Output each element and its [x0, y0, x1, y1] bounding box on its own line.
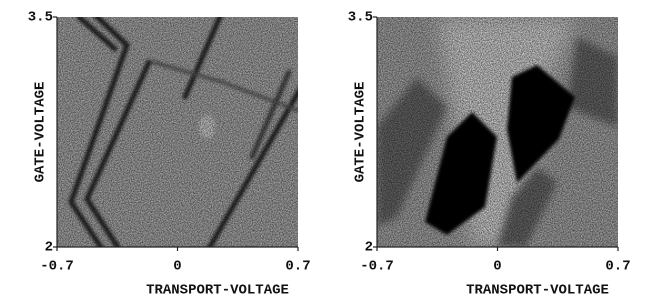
x-axis-label: TRANSPORT-VOLTAGE: [466, 283, 609, 299]
x-tick-label: 0: [173, 259, 181, 275]
x-tick-label: 0.7: [605, 259, 630, 275]
x-tick-label: 0.7: [285, 259, 310, 275]
y-tick-label: 3.5: [28, 10, 53, 26]
x-axis-label: TRANSPORT-VOLTAGE: [146, 283, 289, 299]
panel: -0.7 0 0.7 2 3.5 TRANSPORT-VOLTAGE GATE-VOLTAG…: [28, 10, 311, 299]
x-tick-label: 0: [493, 259, 501, 275]
x-tick-label: -0.7: [360, 259, 394, 275]
panel: -0.7 0 0.7 2 3.5 TRANSPORT-VOLTAGE GATE-VOLTAG…: [348, 10, 631, 299]
heatmap-image: [377, 17, 618, 247]
x-tick-label: -0.7: [40, 259, 74, 275]
heatmap-image: [57, 12, 307, 252]
y-tick-label: 2: [365, 240, 373, 256]
page: {"chart_data": [ {"type": "heatmap", "xl…: [0, 0, 651, 300]
y-axis-label: GATE-VOLTAGE: [33, 82, 49, 183]
figure: -0.7 0 0.7 2 3.5 TRANSPORT-VOLTAGE GATE-VOLTAG…: [0, 0, 651, 300]
y-tick-label: 3.5: [348, 10, 373, 26]
y-tick-label: 2: [45, 240, 53, 256]
y-axis-label: GATE-VOLTAGE: [353, 82, 369, 183]
